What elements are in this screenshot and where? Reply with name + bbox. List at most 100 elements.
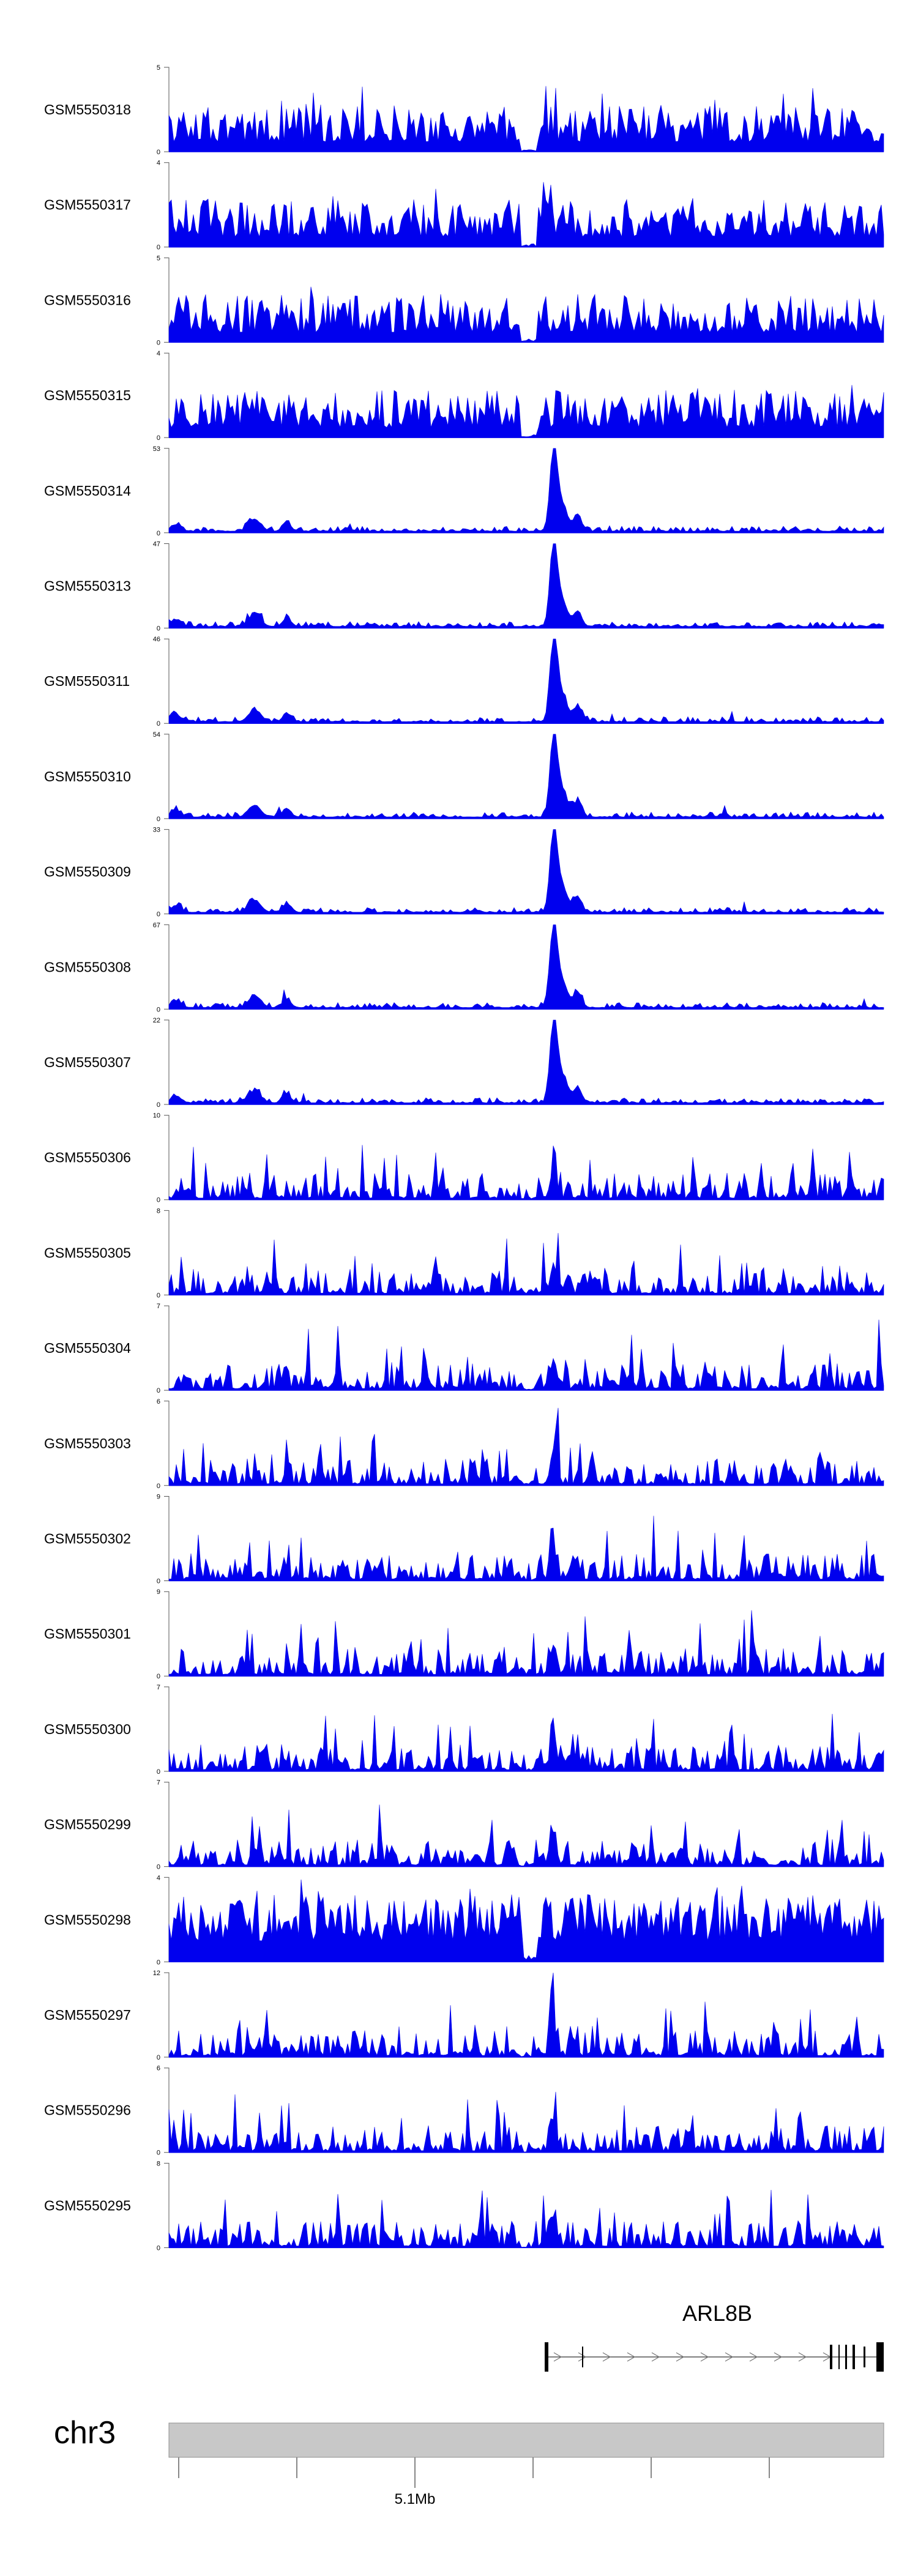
track-label: GSM5550301 [44, 1626, 131, 1642]
track-ymax-label: 7 [157, 1779, 160, 1787]
track-ymax-label: 5 [157, 255, 160, 262]
track-signal-area [168, 1879, 884, 1962]
track-label: GSM5550295 [44, 2197, 131, 2213]
track-ymax-label: 33 [153, 827, 160, 834]
track-signal-area [168, 638, 884, 724]
gene-exon [876, 2342, 884, 2372]
track-y-axis [164, 1305, 170, 1391]
gene-exon [830, 2345, 832, 2369]
track-label: GSM5550307 [44, 1054, 131, 1070]
track-GSM5550303: GSM5550303 6 0 [44, 1398, 884, 1490]
track-ymax-label: 47 [153, 541, 160, 548]
track-ymax-label: 7 [157, 1303, 160, 1310]
track-ymax-label: 9 [157, 1494, 160, 1501]
track-ymax-label: 6 [157, 2065, 160, 2072]
track-ymin-label: 0 [157, 1864, 160, 1871]
chromosome-ideogram-bar [168, 2422, 884, 2458]
track-y-axis [164, 1210, 170, 1295]
strand-arrow-icon [602, 2352, 611, 2362]
track-GSM5550306: GSM5550306 10 0 [44, 1112, 884, 1204]
track-ymin-label: 0 [157, 1292, 160, 1299]
track-y-axis [164, 829, 170, 915]
track-label: GSM5550308 [44, 959, 131, 975]
track-label: GSM5550315 [44, 387, 131, 403]
track-signal-area [168, 1713, 884, 1772]
chromosome-label: chr3 [54, 2415, 116, 2451]
gene-label-arl8b: ARL8B [682, 2301, 752, 2326]
track-GSM5550297: GSM5550297 12 0 [44, 1970, 884, 2061]
track-y-axis [164, 1591, 170, 1677]
track-label: GSM5550303 [44, 1435, 131, 1451]
track-signal-area [168, 1145, 884, 1200]
strand-arrow-icon [578, 2352, 587, 2362]
track-ymin-label: 0 [157, 1006, 160, 1013]
gene-exon [853, 2345, 855, 2369]
track-label: GSM5550314 [44, 483, 131, 499]
track-y-axis [164, 162, 170, 248]
track-ymax-label: 7 [157, 1684, 160, 1691]
track-ymin-label: 0 [157, 244, 160, 251]
track-ymax-label: 67 [153, 921, 160, 929]
track-GSM5550317: GSM5550317 4 0 [44, 160, 884, 251]
track-signal-area [168, 1319, 884, 1391]
track-ymin-label: 0 [157, 1101, 160, 1109]
axis-tick-label: 5.1Mb [395, 2491, 436, 2507]
track-ymin-label: 0 [157, 1578, 160, 1585]
track-GSM5550296: GSM5550296 6 0 [44, 2065, 884, 2157]
track-ymax-label: 8 [157, 2160, 160, 2167]
track-ymax-label: 53 [153, 445, 160, 453]
track-signal-area [168, 86, 884, 152]
track-label: GSM5550302 [44, 1531, 131, 1547]
track-ymin-label: 0 [157, 1387, 160, 1394]
track-GSM5550316: GSM5550316 5 0 [44, 255, 884, 346]
track-ymax-label: 46 [153, 636, 160, 643]
track-y-axis [164, 2162, 170, 2248]
strand-arrow-icon [774, 2352, 783, 2362]
track-signal-area [168, 1233, 884, 1295]
track-ymax-label: 22 [153, 1017, 160, 1024]
track-label: GSM5550306 [44, 1150, 131, 1166]
track-ymax-label: 4 [157, 160, 160, 167]
track-GSM5550314: GSM5550314 53 0 [44, 445, 884, 537]
track-signal-area [168, 829, 884, 914]
track-signal-area [168, 1610, 884, 1677]
track-ymin-label: 0 [157, 1197, 160, 1204]
track-label: GSM5550317 [44, 197, 131, 213]
track-signal-area [168, 385, 884, 438]
track-y-axis [164, 352, 170, 438]
track-ymin-label: 0 [157, 530, 160, 537]
track-label: GSM5550305 [44, 1245, 131, 1260]
track-ymin-label: 0 [157, 1673, 160, 1680]
strand-arrow-icon [749, 2352, 758, 2362]
track-ymin-label: 0 [157, 625, 160, 633]
chromosome-axis: chr3 5.1Mb [54, 2415, 884, 2507]
track-ymax-label: 12 [153, 1970, 160, 1977]
track-signal-area [168, 1972, 884, 2058]
track-ymin-label: 0 [157, 1959, 160, 1966]
gene-exon [845, 2345, 847, 2369]
track-signal-area [168, 734, 884, 819]
track-ymax-label: 4 [157, 1874, 160, 1882]
track-GSM5550301: GSM5550301 9 0 [44, 1588, 884, 1680]
track-ymin-label: 0 [157, 2150, 160, 2157]
track-signal-area [168, 925, 884, 1010]
track-GSM5550302: GSM5550302 9 0 [44, 1494, 884, 1585]
track-GSM5550313: GSM5550313 47 0 [44, 541, 884, 633]
track-y-axis [164, 448, 170, 534]
track-y-axis [164, 638, 170, 724]
track-y-axis [164, 1877, 170, 1962]
track-y-axis [164, 1115, 170, 1201]
track-GSM5550295: GSM5550295 8 0 [44, 2160, 884, 2252]
track-y-axis [164, 1972, 170, 2058]
track-GSM5550304: GSM5550304 7 0 [44, 1303, 884, 1394]
track-GSM5550308: GSM5550308 67 0 [44, 921, 884, 1013]
track-ymax-label: 9 [157, 1588, 160, 1596]
track-y-axis [164, 924, 170, 1010]
track-label: GSM5550304 [44, 1340, 131, 1356]
track-signal-area [168, 448, 884, 534]
track-signal-area [168, 1516, 884, 1581]
strand-arrow-icon [700, 2352, 709, 2362]
track-ymax-label: 6 [157, 1398, 160, 1405]
track-signal-area [168, 2091, 884, 2153]
track-ymax-label: 5 [157, 64, 160, 72]
